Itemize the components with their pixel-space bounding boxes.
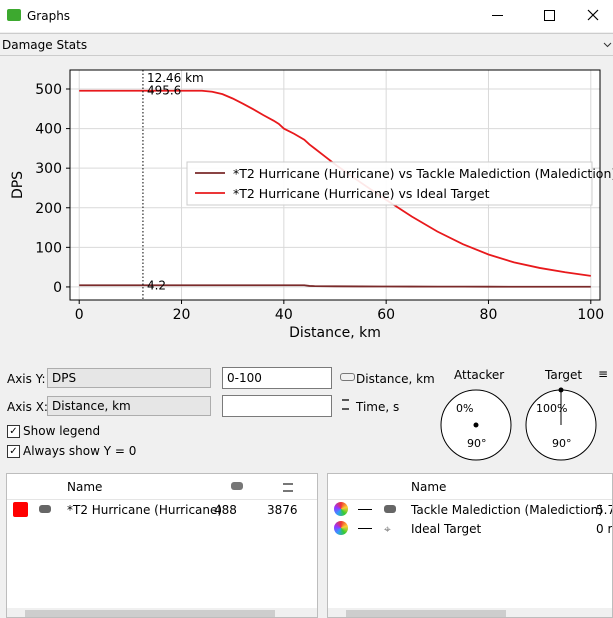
marker-value-label: 4.2 [147, 278, 166, 292]
attacker-label: Attacker [454, 368, 505, 382]
marker-value-label: 495.6 [147, 84, 181, 98]
ship-icon [384, 505, 396, 513]
axis-y-value: DPS [52, 371, 77, 385]
cell: 3876 [267, 503, 298, 517]
close-button[interactable] [587, 9, 599, 21]
target-value: 100% [536, 402, 568, 415]
target-angle: 90° [552, 437, 572, 450]
legend [186, 161, 593, 206]
axis-x-range-input[interactable] [222, 395, 332, 417]
x-tick-label: 80 [480, 307, 498, 323]
axis-y-range: 0-100 [227, 371, 262, 385]
axis-x-select[interactable]: Distance, km [47, 396, 211, 416]
chart: 0 100 200 300 400 500 0 20 40 60 80 100 Distance, km… [10, 69, 613, 341]
cell: 5.7 [596, 503, 612, 517]
x-tick-label: 40 [275, 307, 293, 323]
axis-y-range-input[interactable]: 0-100 [222, 367, 332, 389]
cell: 488 [214, 503, 237, 517]
target-icon: ⌖ [384, 522, 391, 536]
line-series [79, 284, 591, 288]
attacker-angle: 90° [467, 437, 487, 450]
menu-icon[interactable]: ≡ [598, 367, 609, 381]
cell: 0 r [596, 522, 613, 536]
axis-x-label: Axis X: [7, 400, 48, 414]
x-tick-label: 0 [75, 307, 84, 323]
table-header [328, 474, 612, 500]
scrollbar[interactable] [7, 608, 317, 617]
target-label: Target [545, 368, 583, 382]
maximize-button[interactable] [544, 10, 555, 21]
profile-icon[interactable] [334, 502, 348, 516]
target-dot [558, 387, 564, 393]
cell: Ideal Target [411, 522, 482, 536]
scrollbar[interactable] [328, 608, 612, 617]
time-icon [342, 399, 349, 410]
x-tick-label: 60 [377, 307, 395, 323]
attacker-dot [473, 422, 479, 428]
axis-y-hint: Distance, km [356, 372, 435, 386]
table-header [7, 474, 317, 500]
window-title: Graphs [27, 9, 71, 23]
x-tick-label: 20 [173, 307, 191, 323]
axis-x-hint: Time, s [356, 400, 400, 414]
y-tick-label: 400 [35, 122, 62, 138]
color-swatch[interactable] [13, 502, 28, 517]
marker-x-label: 12.46 km [147, 71, 204, 85]
vector-pickers [440, 387, 597, 461]
sources-table: Name *T2 Hurricane (Hurricane) 488 3876 [6, 473, 318, 618]
dropdown-arrow [603, 42, 612, 48]
header-name: Name [411, 480, 447, 494]
legend-label: *T2 Hurricane (Hurricane) vs Ideal Targe… [233, 186, 490, 201]
always-show-zero-checkbox[interactable]: ✓ [7, 445, 20, 458]
y-tick-label: 500 [35, 82, 62, 98]
ship-icon [39, 505, 51, 513]
attacker-value: 0% [456, 402, 474, 415]
title-bar: Graphs [0, 0, 613, 32]
axis-y-select[interactable]: DPS [47, 368, 211, 388]
line-style [358, 509, 372, 510]
graph-selector-text: Damage Stats [2, 38, 88, 52]
axis-x-value: Distance, km [52, 399, 131, 413]
line-series [79, 89, 591, 277]
line-style [358, 528, 372, 529]
header-icon [231, 482, 243, 490]
targets-table: Name Tackle Malediction (Malediction) 5.… [327, 473, 613, 618]
show-legend-label: Show legend [23, 424, 101, 438]
plot-frame [69, 69, 601, 301]
y-axis-label: DPS [10, 171, 26, 199]
minimize-button[interactable] [492, 15, 503, 16]
y-tick-label: 0 [53, 280, 62, 296]
x-tick-label: 100 [577, 307, 604, 323]
show-legend-checkbox[interactable]: ✓ [7, 425, 20, 438]
profile-icon[interactable] [334, 521, 348, 535]
cell: *T2 Hurricane (Hurricane) [67, 503, 223, 517]
axis-y-label: Axis Y: [7, 372, 46, 386]
y-tick-label: 200 [35, 201, 62, 217]
app-icon [7, 9, 21, 21]
header-name: Name [67, 480, 103, 494]
legend-label: *T2 Hurricane (Hurricane) vs Tackle Male… [233, 166, 613, 181]
cell: Tackle Malediction (Malediction) [411, 503, 603, 517]
always-show-zero-label: Always show Y = 0 [23, 444, 137, 458]
x-axis-label: Distance, km [289, 325, 381, 341]
header-icon [283, 483, 293, 492]
y-tick-label: 300 [35, 161, 62, 177]
distance-icon [340, 373, 355, 381]
graph-selector[interactable]: Damage Stats [0, 33, 613, 56]
y-tick-label: 100 [35, 240, 62, 256]
